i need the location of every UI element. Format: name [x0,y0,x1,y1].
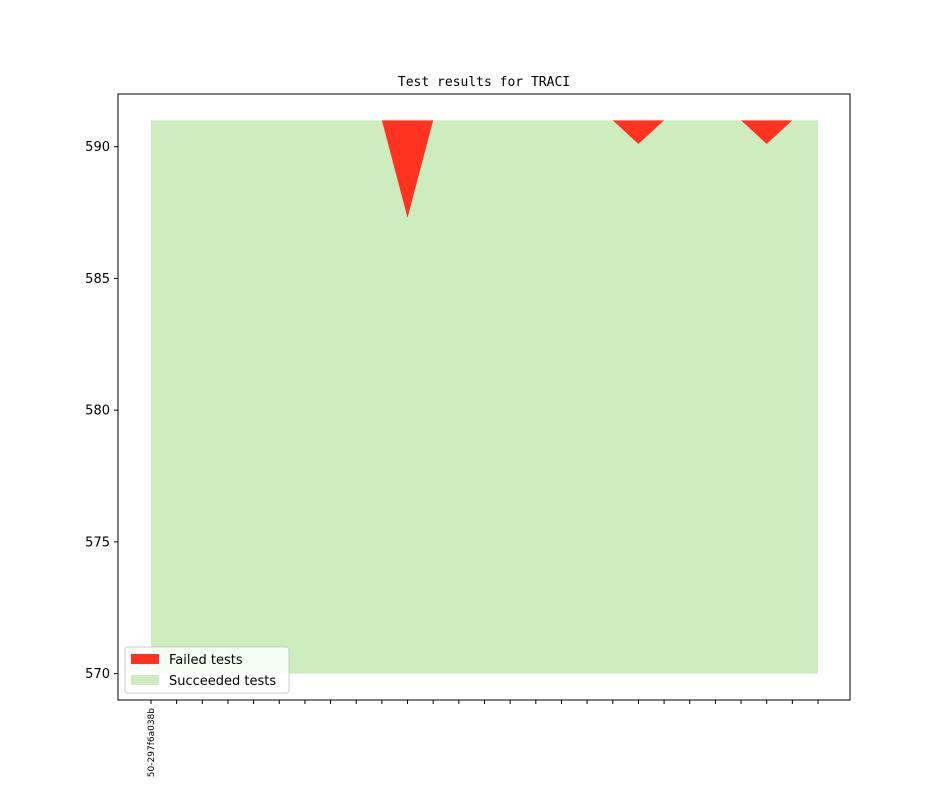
x-tick-label: 50-297f6a038b [147,708,157,777]
succeeded-area [151,120,818,674]
axes: 570 575 580 585 590 50-297f6a038b [85,93,851,777]
legend-box [124,646,290,694]
legend-label-failed: Failed tests [169,653,243,668]
plot-area [151,120,818,674]
y-tick-label: 575 [85,535,110,550]
legend-swatch-failed [131,654,159,664]
legend-swatch-succeeded [131,675,159,685]
y-tick-label: 585 [85,272,110,287]
legend-label-succeeded: Succeeded tests [169,674,276,689]
y-tick-label: 570 [85,667,110,682]
y-tick-label: 580 [85,404,110,419]
y-tick-label: 590 [85,140,110,155]
chart-title: Test results for TRACI [398,75,570,90]
legend: Failed tests Succeeded tests [124,646,290,694]
